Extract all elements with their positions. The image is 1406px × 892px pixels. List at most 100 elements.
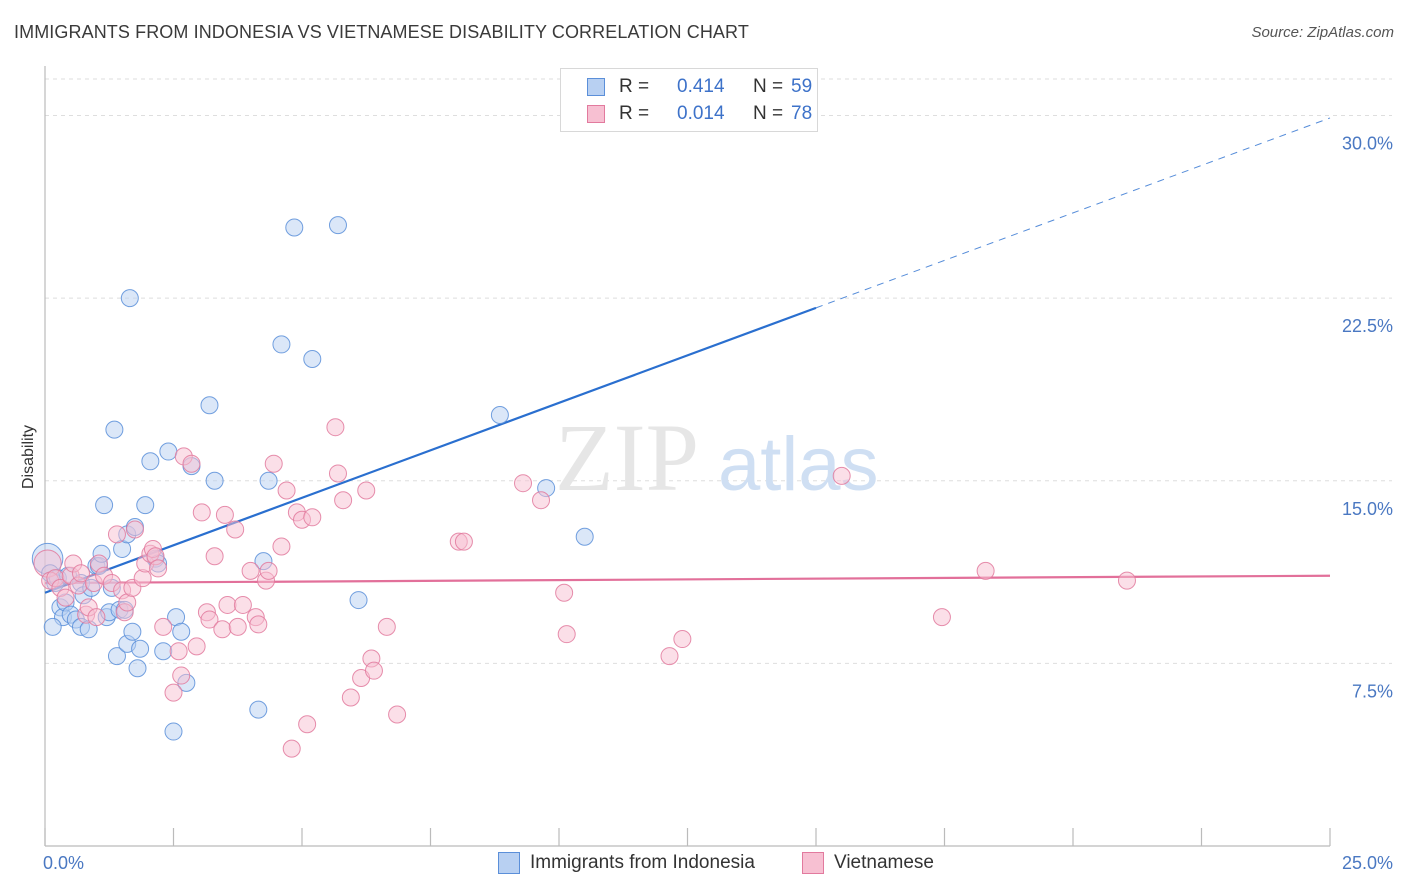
- point-vietnamese: [532, 491, 551, 510]
- point-vietnamese: [932, 608, 951, 627]
- point-vietnamese: [169, 642, 188, 661]
- watermark-zip: ZIP: [555, 404, 699, 511]
- point-vietnamese: [259, 561, 278, 580]
- point-indonesia: [172, 622, 191, 641]
- trend-extension-indonesia: [815, 117, 1331, 309]
- point-vietnamese: [364, 661, 383, 680]
- point-indonesia: [259, 471, 278, 490]
- legend-r-value-indonesia: 0.414: [677, 76, 725, 97]
- point-vietnamese: [154, 617, 173, 636]
- point-vietnamese: [388, 705, 407, 724]
- point-vietnamese: [218, 595, 237, 614]
- point-vietnamese: [272, 537, 291, 556]
- trend-line-vietnamese: [44, 574, 1331, 585]
- point-vietnamese: [264, 454, 283, 473]
- tick-labels: 7.5% 15.0% 22.5% 30.0% 0.0% 25.0%: [43, 134, 1393, 873]
- watermark-atlas: atlas: [718, 422, 879, 507]
- point-vietnamese: [832, 466, 851, 485]
- point-vietnamese: [328, 464, 347, 483]
- bottom-legend-label-vietnamese: Vietnamese: [834, 852, 934, 873]
- point-vietnamese: [149, 559, 168, 578]
- point-indonesia: [200, 396, 219, 415]
- legend-n-value-vietnamese: 78: [791, 103, 813, 124]
- point-vietnamese: [107, 525, 126, 544]
- point-vietnamese: [357, 481, 376, 500]
- y-axis-label: Disability: [20, 425, 37, 489]
- point-vietnamese: [213, 620, 232, 639]
- point-indonesia: [272, 335, 291, 354]
- point-indonesia: [95, 496, 114, 515]
- point-indonesia: [205, 471, 224, 490]
- legend-row-indonesia: R = 0.414 N = 59: [587, 75, 812, 99]
- point-indonesia: [285, 218, 304, 237]
- point-indonesia: [123, 622, 142, 641]
- point-indonesia: [154, 642, 173, 661]
- point-vietnamese: [454, 532, 473, 551]
- y-tick-label: 30.0%: [1342, 134, 1393, 154]
- point-vietnamese: [164, 683, 183, 702]
- legend-r-label: R =: [619, 103, 650, 124]
- point-vietnamese: [326, 418, 345, 437]
- point-vietnamese: [249, 615, 268, 634]
- point-vietnamese: [303, 508, 322, 527]
- point-vietnamese: [233, 595, 252, 614]
- point-indonesia: [159, 442, 178, 461]
- point-vietnamese: [557, 625, 576, 644]
- point-vietnamese: [1117, 571, 1136, 590]
- point-indonesia: [164, 722, 183, 741]
- point-indonesia: [136, 496, 155, 515]
- point-vietnamese: [334, 491, 353, 510]
- legend-swatch-vietnamese: [587, 105, 605, 123]
- bottom-legend-swatch-vietnamese: [802, 852, 824, 874]
- legend-swatch-indonesia: [587, 78, 605, 96]
- y-tick-label: 15.0%: [1342, 499, 1393, 519]
- legend-n-value-indonesia: 59: [791, 76, 813, 97]
- point-vietnamese: [228, 617, 247, 636]
- legend: R = 0.414 N = 59 R = 0.014 N = 78: [560, 68, 818, 132]
- point-vietnamese: [277, 481, 296, 500]
- x-tick-label: 25.0%: [1342, 853, 1393, 873]
- y-tick-label: 7.5%: [1352, 681, 1393, 701]
- axes: [44, 66, 1331, 847]
- point-indonesia: [107, 647, 126, 666]
- point-vietnamese: [182, 454, 201, 473]
- point-vietnamese: [241, 561, 260, 580]
- point-vietnamese: [71, 564, 90, 583]
- point-vietnamese: [205, 547, 224, 566]
- point-vietnamese: [341, 688, 360, 707]
- point-vietnamese: [192, 503, 211, 522]
- legend-n-label: N =: [753, 76, 784, 97]
- data-points: [31, 216, 1136, 758]
- point-vietnamese: [172, 666, 191, 685]
- point-indonesia: [43, 617, 62, 636]
- point-vietnamese: [514, 474, 533, 493]
- point-vietnamese: [660, 647, 679, 666]
- point-indonesia: [490, 406, 509, 425]
- point-vietnamese: [673, 630, 692, 649]
- legend-r-label: R =: [619, 76, 650, 97]
- point-vietnamese: [187, 637, 206, 656]
- point-vietnamese: [215, 505, 234, 524]
- point-vietnamese: [133, 569, 152, 588]
- point-indonesia: [328, 216, 347, 235]
- point-vietnamese: [282, 739, 301, 758]
- bottom-legend-vietnamese: Vietnamese: [802, 852, 934, 874]
- point-indonesia: [349, 591, 368, 610]
- point-indonesia: [128, 659, 147, 678]
- bottom-legend-label-indonesia: Immigrants from Indonesia: [530, 852, 755, 873]
- point-indonesia: [131, 639, 150, 658]
- point-vietnamese: [226, 520, 245, 539]
- point-indonesia: [575, 527, 594, 546]
- point-vietnamese: [200, 610, 219, 629]
- point-vietnamese: [976, 561, 995, 580]
- point-indonesia: [141, 452, 160, 471]
- point-vietnamese: [87, 608, 106, 627]
- bottom-legend-indonesia: Immigrants from Indonesia: [498, 852, 755, 874]
- x-tick-label: 0.0%: [43, 853, 84, 873]
- point-indonesia: [303, 350, 322, 369]
- point-indonesia: [105, 420, 124, 439]
- legend-r-value-vietnamese: 0.014: [677, 103, 725, 124]
- source-credit: Source: ZipAtlas.com: [1251, 24, 1394, 41]
- point-vietnamese: [298, 715, 317, 734]
